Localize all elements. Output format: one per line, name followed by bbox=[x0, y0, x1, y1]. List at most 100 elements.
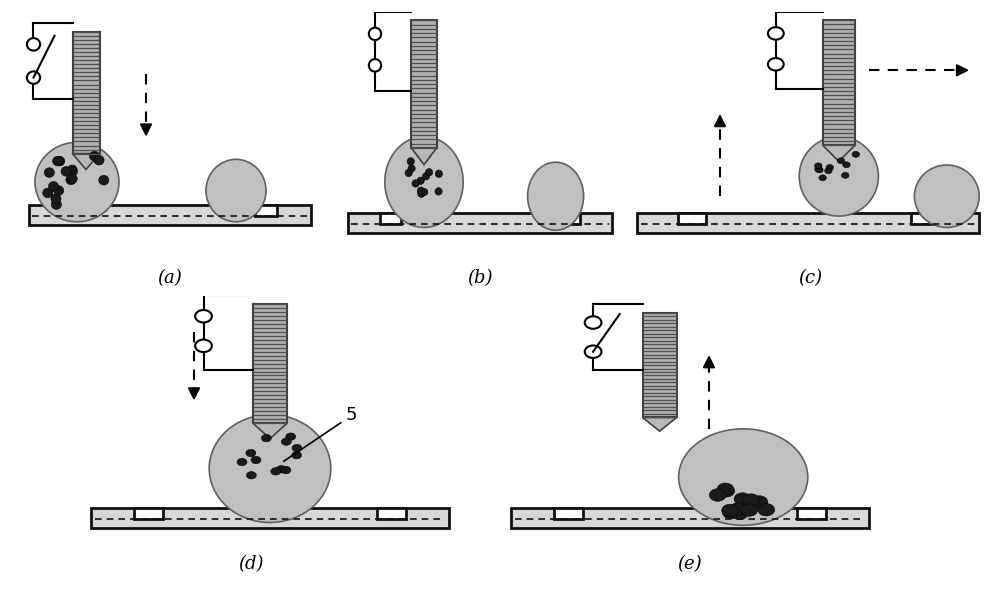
Bar bbox=[411, 20, 437, 148]
Bar bbox=[63, 204, 85, 216]
Bar bbox=[377, 508, 406, 519]
Bar bbox=[559, 213, 580, 224]
Circle shape bbox=[53, 156, 63, 166]
Bar bbox=[348, 213, 612, 233]
Text: 5: 5 bbox=[284, 407, 358, 462]
Bar bbox=[637, 213, 979, 233]
Circle shape bbox=[585, 316, 601, 329]
Circle shape bbox=[369, 28, 381, 40]
Circle shape bbox=[251, 456, 261, 464]
Text: (e): (e) bbox=[678, 556, 702, 573]
Circle shape bbox=[722, 504, 738, 517]
Circle shape bbox=[61, 167, 71, 176]
Circle shape bbox=[55, 156, 65, 166]
Circle shape bbox=[731, 507, 748, 519]
Circle shape bbox=[743, 494, 759, 506]
Circle shape bbox=[281, 466, 291, 474]
Circle shape bbox=[286, 433, 296, 440]
Circle shape bbox=[408, 165, 415, 172]
Bar bbox=[134, 508, 163, 519]
Circle shape bbox=[94, 155, 104, 165]
Circle shape bbox=[768, 58, 784, 70]
Text: (a): (a) bbox=[158, 269, 182, 287]
Circle shape bbox=[421, 189, 428, 196]
Circle shape bbox=[67, 174, 77, 184]
Circle shape bbox=[717, 483, 734, 495]
Circle shape bbox=[730, 503, 746, 515]
Circle shape bbox=[425, 168, 433, 176]
Circle shape bbox=[246, 472, 256, 479]
Circle shape bbox=[758, 504, 775, 516]
Circle shape bbox=[51, 194, 61, 203]
Circle shape bbox=[237, 459, 247, 466]
Text: (c): (c) bbox=[798, 269, 822, 287]
Circle shape bbox=[48, 181, 59, 191]
Circle shape bbox=[418, 190, 425, 197]
Polygon shape bbox=[823, 145, 855, 161]
Circle shape bbox=[816, 167, 823, 173]
Circle shape bbox=[435, 188, 442, 195]
Circle shape bbox=[417, 187, 425, 194]
Circle shape bbox=[768, 27, 784, 40]
Circle shape bbox=[722, 506, 739, 519]
Circle shape bbox=[814, 163, 822, 169]
Circle shape bbox=[281, 438, 291, 445]
Circle shape bbox=[718, 485, 735, 497]
Circle shape bbox=[261, 434, 271, 442]
Circle shape bbox=[585, 346, 601, 358]
Ellipse shape bbox=[206, 160, 266, 222]
Ellipse shape bbox=[209, 415, 331, 522]
Circle shape bbox=[90, 151, 100, 161]
Circle shape bbox=[51, 200, 61, 209]
Circle shape bbox=[66, 175, 76, 184]
Ellipse shape bbox=[679, 429, 808, 525]
Circle shape bbox=[99, 176, 109, 185]
Ellipse shape bbox=[385, 137, 463, 228]
Circle shape bbox=[412, 180, 419, 187]
Circle shape bbox=[709, 489, 726, 501]
Circle shape bbox=[741, 504, 758, 517]
Circle shape bbox=[292, 444, 302, 452]
Bar bbox=[678, 213, 706, 224]
Bar bbox=[823, 20, 855, 145]
Circle shape bbox=[54, 186, 64, 196]
Circle shape bbox=[843, 162, 850, 168]
Circle shape bbox=[422, 173, 430, 180]
Circle shape bbox=[276, 466, 286, 473]
Bar bbox=[642, 313, 677, 417]
Circle shape bbox=[852, 151, 860, 157]
Polygon shape bbox=[72, 154, 100, 170]
Circle shape bbox=[44, 168, 54, 177]
Polygon shape bbox=[642, 417, 677, 431]
Polygon shape bbox=[411, 148, 437, 164]
Ellipse shape bbox=[528, 162, 584, 230]
Bar bbox=[511, 508, 869, 528]
Bar bbox=[29, 204, 311, 225]
Circle shape bbox=[271, 467, 281, 475]
Bar bbox=[911, 213, 938, 224]
Circle shape bbox=[825, 168, 832, 174]
Circle shape bbox=[43, 188, 53, 198]
Circle shape bbox=[27, 38, 40, 51]
Polygon shape bbox=[253, 423, 287, 439]
Ellipse shape bbox=[914, 165, 979, 228]
Circle shape bbox=[417, 177, 424, 184]
Circle shape bbox=[819, 175, 826, 181]
Circle shape bbox=[195, 310, 212, 323]
Circle shape bbox=[435, 170, 443, 177]
Circle shape bbox=[826, 164, 834, 170]
Circle shape bbox=[195, 340, 212, 352]
Text: (d): (d) bbox=[238, 556, 264, 573]
Circle shape bbox=[405, 169, 412, 177]
Circle shape bbox=[292, 452, 302, 459]
Bar bbox=[72, 32, 100, 154]
Circle shape bbox=[841, 173, 849, 178]
Circle shape bbox=[815, 166, 822, 172]
Circle shape bbox=[407, 158, 414, 165]
Bar bbox=[380, 213, 401, 224]
Circle shape bbox=[67, 165, 77, 174]
Circle shape bbox=[734, 493, 751, 505]
Circle shape bbox=[369, 59, 381, 72]
Ellipse shape bbox=[799, 137, 878, 216]
Circle shape bbox=[27, 72, 40, 84]
